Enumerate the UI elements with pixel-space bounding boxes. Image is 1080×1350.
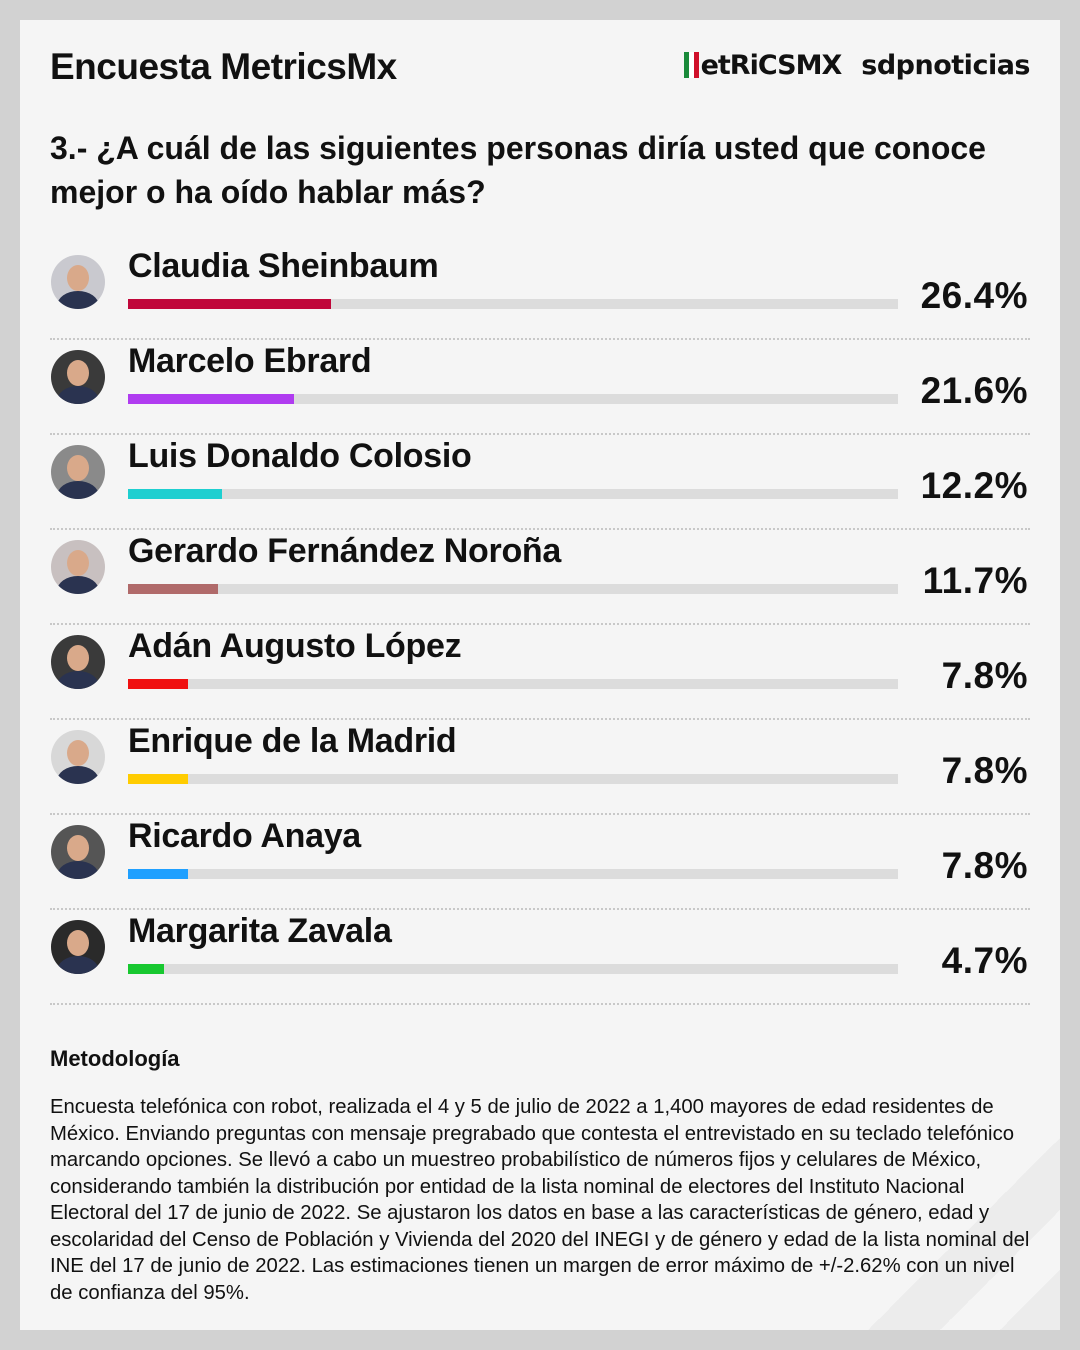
bar	[128, 869, 189, 879]
bar-track	[128, 774, 898, 784]
value-label: 12.2%	[920, 465, 1028, 506]
bar-track	[128, 394, 898, 404]
metricsmx-logo-text: etRiCSMX	[700, 50, 843, 81]
bar-track	[128, 869, 898, 879]
chart-title: 3.- ¿A cuál de las siguientes personas d…	[50, 130, 986, 210]
bar	[128, 489, 222, 499]
avatar	[51, 920, 105, 974]
bar-row: Ricardo Anaya 7.8%	[50, 815, 1030, 910]
avatar	[51, 540, 105, 594]
bar	[128, 394, 295, 404]
bar-track	[128, 489, 898, 499]
decorative-stripes	[820, 1090, 1060, 1330]
methodology-title: Metodología	[50, 1046, 180, 1071]
category-label: Margarita Zavala	[128, 912, 392, 950]
sdpnoticias-logo: sdpnoticias	[861, 50, 1030, 81]
logos: etRiCSMX sdpnoticias	[683, 50, 1030, 81]
value-label: 7.8%	[941, 750, 1028, 791]
category-label: Luis Donaldo Colosio	[128, 437, 472, 475]
bar	[128, 299, 332, 309]
avatar	[51, 730, 105, 784]
category-label: Gerardo Fernández Noroña	[128, 532, 561, 570]
bar-track	[128, 964, 898, 974]
infographic-card: Encuesta MetricsMx etRiCSMX sdpnoticias …	[20, 20, 1060, 1330]
page-title: Encuesta MetricsMx	[50, 46, 397, 87]
category-label: Enrique de la Madrid	[128, 722, 457, 760]
avatar	[51, 350, 105, 404]
value-label: 4.7%	[941, 940, 1028, 981]
category-label: Claudia Sheinbaum	[128, 247, 439, 285]
flag-chart-icon	[683, 52, 699, 78]
bar-row: Enrique de la Madrid 7.8%	[50, 720, 1030, 815]
category-label: Ricardo Anaya	[128, 817, 361, 855]
bar	[128, 964, 165, 974]
category-label: Marcelo Ebrard	[128, 342, 372, 380]
bar-track	[128, 299, 898, 309]
bar	[128, 679, 189, 689]
value-label: 7.8%	[941, 845, 1028, 886]
bar-row: Margarita Zavala 4.7%	[50, 910, 1030, 1005]
value-label: 11.7%	[922, 560, 1028, 601]
value-label: 7.8%	[941, 655, 1028, 696]
methodology-text: Encuesta telefónica con robot, realizada…	[50, 1096, 1030, 1304]
avatar	[51, 445, 105, 499]
avatar	[51, 635, 105, 689]
metricsmx-logo: etRiCSMX	[683, 50, 843, 81]
bar-track	[128, 679, 898, 689]
value-label: 26.4%	[920, 275, 1028, 316]
value-label: 21.6%	[920, 370, 1028, 411]
avatar	[51, 255, 105, 309]
bar-row: Claudia Sheinbaum 26.4%	[50, 245, 1030, 340]
bar-row: Adán Augusto López 7.8%	[50, 625, 1030, 720]
avatar	[51, 825, 105, 879]
bar	[128, 584, 219, 594]
bar-row: Luis Donaldo Colosio 12.2%	[50, 435, 1030, 530]
bar-track	[128, 584, 898, 594]
bar-chart: Claudia Sheinbaum 26.4% Marcelo Ebrard 2…	[50, 245, 1030, 1005]
bar-row: Gerardo Fernández Noroña 11.7%	[50, 530, 1030, 625]
category-label: Adán Augusto López	[128, 627, 462, 665]
bar	[128, 774, 189, 784]
bar-row: Marcelo Ebrard 21.6%	[50, 340, 1030, 435]
